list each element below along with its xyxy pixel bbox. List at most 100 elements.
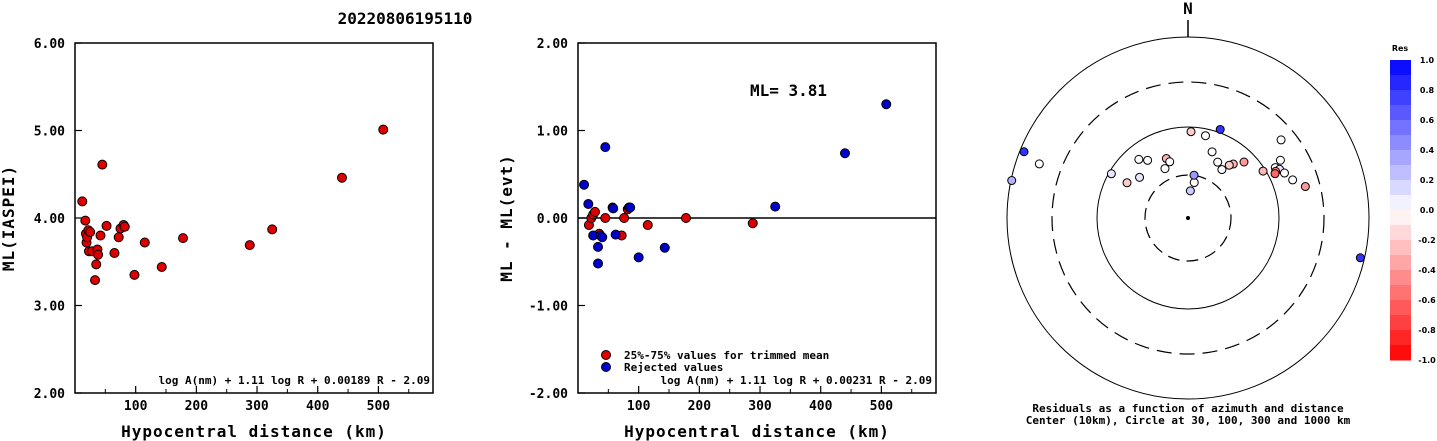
rejected-point [610, 229, 621, 240]
colorbar-cell [1390, 90, 1411, 106]
panel2-ylabel: ML - ML(evt) [497, 154, 516, 282]
station-marker [1279, 168, 1289, 178]
panel2-points [579, 99, 892, 269]
colorbar-cell [1390, 60, 1411, 76]
station-marker [1213, 157, 1223, 167]
station-marker [1224, 160, 1234, 170]
station-marker [1270, 169, 1280, 179]
rejected-point [608, 203, 619, 214]
panel1-formula: log A(nm) + 1.11 log R + 0.00189 R - 2.0… [158, 374, 430, 387]
colorbar-ticks: 1.0 0.8 0.6 0.4 0.2 0.0 -0.2 -0.4 -0.6 -0.8 -1.0 [1418, 56, 1436, 365]
station-marker [1143, 155, 1153, 165]
circle-100km [1096, 126, 1280, 310]
data-point [95, 230, 106, 241]
data-point [589, 206, 600, 217]
x-tick-label: 100 [627, 399, 651, 414]
station-marker [1135, 172, 1145, 182]
x-tick-label: 200 [185, 399, 209, 414]
epicenter-marker [1186, 216, 1190, 220]
colorbar-tick-label: 1.0 [1420, 56, 1435, 65]
legend-trimmed-label: 25%-75% values for trimmed mean [624, 349, 829, 362]
data-point [129, 269, 140, 280]
colorbar-tick-label: -1.0 [1418, 356, 1436, 365]
panel1-ylabel: ML(IASPEI) [0, 165, 18, 271]
colorbar-tick-label: 0.0 [1420, 206, 1435, 215]
colorbar-tick-label: -0.6 [1418, 296, 1436, 305]
y-tick-label: -2.00 [529, 387, 568, 402]
legend-marker-rejected [601, 362, 611, 372]
colorbar-cell [1390, 195, 1411, 211]
panel-azimuth-map: N Residuals as a function of azimuth and… [1006, 0, 1370, 427]
legend-marker-trimmed [601, 350, 611, 360]
rejected-point [881, 99, 892, 110]
y-tick-label: 3.00 [34, 300, 65, 315]
panel-residual-vs-distance: 100 200 300 400 500 -2.00 -1.00 0.00 1.00 2.00 ML… [497, 37, 937, 441]
map-caption-line1: Residuals as a function of azimuth and d… [1032, 402, 1344, 415]
rejected-point [579, 179, 590, 190]
data-point [80, 215, 91, 226]
colorbar-cell [1390, 180, 1411, 196]
station-marker [1275, 155, 1285, 165]
circle-300km [1051, 81, 1325, 355]
data-point [642, 220, 653, 230]
colorbar-cell [1390, 120, 1411, 136]
colorbar-cell [1390, 315, 1411, 331]
y-tick-label: -1.00 [529, 300, 568, 315]
panel2-formula: log A(nm) + 1.11 log R + 0.00231 R - 2.0… [660, 374, 932, 387]
colorbar-title: Res [1392, 44, 1409, 53]
rejected-point [583, 199, 594, 209]
colorbar-tick-label: 0.8 [1420, 86, 1435, 95]
panel2-ticks: 100 200 300 400 500 -2.00 -1.00 0.00 1.00 2.00 [529, 37, 913, 414]
data-point [101, 220, 112, 231]
colorbar-cell [1390, 270, 1411, 286]
station-marker [1034, 159, 1044, 169]
station-marker [1215, 124, 1225, 134]
rejected-point [770, 201, 781, 212]
x-tick-label: 400 [306, 399, 330, 414]
data-point [378, 124, 389, 135]
station-marker [1106, 169, 1116, 179]
station-marker [1186, 127, 1196, 137]
north-label: N [1183, 0, 1193, 18]
rejected-point [597, 232, 608, 243]
data-point [97, 159, 108, 170]
colorbar-tick-label: -0.8 [1418, 326, 1436, 335]
colorbar-cell [1390, 255, 1411, 271]
colorbar-cell [1390, 345, 1411, 361]
rejected-point [659, 242, 670, 253]
station-markers [1007, 124, 1365, 263]
figure-title: 20220806195110 [338, 9, 473, 28]
panel1-points [77, 124, 389, 286]
data-point [244, 240, 255, 251]
station-marker [1355, 253, 1365, 263]
colorbar-cell [1390, 75, 1411, 91]
station-marker [1207, 147, 1217, 157]
data-point [336, 172, 347, 183]
station-marker [1217, 165, 1227, 175]
data-point [119, 221, 130, 232]
x-tick-label: 300 [245, 399, 269, 414]
circle-1000km [1006, 36, 1370, 400]
circle-30km [1144, 174, 1232, 262]
data-point [109, 248, 120, 258]
y-tick-label: 1.00 [537, 125, 568, 140]
station-marker [1165, 157, 1175, 167]
colorbar-tick-label: 0.4 [1420, 146, 1435, 155]
data-point [85, 227, 96, 237]
data-point [113, 232, 124, 243]
station-marker [1288, 175, 1298, 185]
data-point [681, 213, 692, 223]
rejected-point [625, 202, 636, 213]
y-tick-label: 2.00 [34, 387, 65, 402]
panel1-xlabel: Hypocentral distance (km) [121, 422, 387, 441]
rejected-point [600, 142, 611, 153]
x-tick-label: 100 [124, 399, 148, 414]
data-point [156, 262, 167, 272]
data-point [90, 275, 101, 286]
panel-ml-vs-distance: 100 200 300 400 500 2.00 3.00 4.00 5.00 6.00 Hypo… [0, 37, 434, 441]
x-tick-label: 500 [367, 399, 391, 414]
station-marker [1134, 154, 1144, 164]
y-tick-label: 6.00 [34, 37, 65, 52]
map-caption-line2: Center (10km), Circle at 30, 100, 300 an… [1026, 414, 1351, 427]
